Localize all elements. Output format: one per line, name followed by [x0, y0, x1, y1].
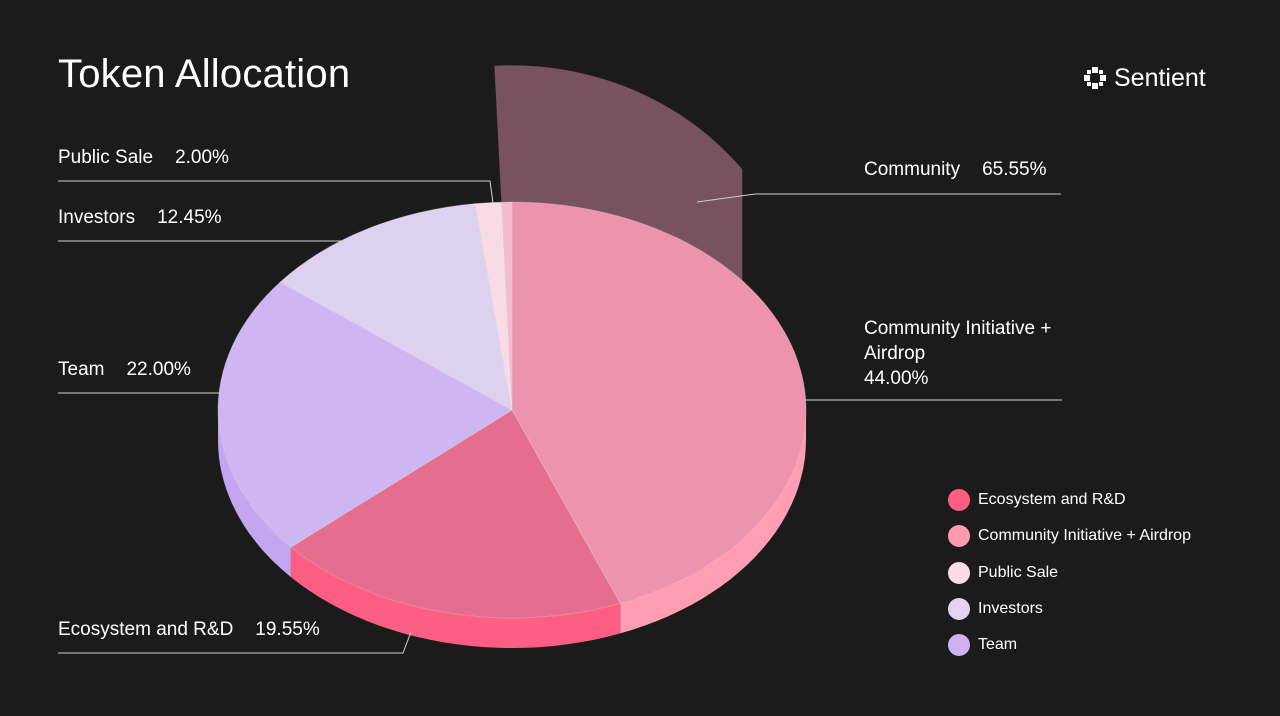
slice-side-ecosystem-and-r-d [290, 547, 621, 648]
legend-swatch [948, 598, 970, 621]
label-investors-name: Investors [58, 207, 136, 228]
label-community-value: 65.55% [982, 159, 1047, 180]
slice-community-initiative-airdrop [511, 201, 807, 604]
brand-logo: Sentient [1084, 62, 1206, 94]
community-highlight-wedge [494, 65, 743, 410]
legend-swatch [948, 489, 970, 512]
label-community-initiative-name: Community Initiative + Airdrop [864, 318, 1052, 364]
pie-slices [217, 201, 807, 619]
legend-item: Ecosystem and R&D [948, 482, 1191, 518]
sentient-logo-icon [1084, 67, 1106, 89]
legend-swatch [948, 634, 970, 657]
leader-line-public-sale [58, 180, 494, 204]
legend-item: Investors [948, 591, 1191, 627]
legend-item: Team [948, 627, 1191, 663]
label-public-sale-name: Public Sale [58, 147, 154, 168]
legend-label: Investors [978, 600, 1043, 618]
legend-label: Team [978, 636, 1018, 654]
label-ecosystem-name: Ecosystem and R&D [58, 619, 234, 640]
label-community-initiative-value: 44.00% [864, 368, 929, 389]
legend-item: Community Initiative + Airdrop [948, 518, 1191, 554]
pie-sides [218, 406, 806, 648]
pie-highlight [494, 65, 743, 410]
leader-line-ecosystem [58, 631, 412, 654]
label-public-sale: Public Sale 2.00% [58, 145, 229, 170]
label-community-initiative: Community Initiative + Airdrop 44.00% [864, 316, 1054, 391]
chart-title: Token Allocation [58, 52, 351, 96]
label-team: Team 22.00% [58, 357, 191, 382]
label-ecosystem: Ecosystem and R&D 19.55% [58, 617, 320, 642]
legend: Ecosystem and R&D Community Initiative +… [948, 482, 1191, 663]
slice-team [217, 281, 513, 548]
label-team-name: Team [58, 359, 105, 380]
label-team-value: 22.00% [126, 359, 191, 380]
label-public-sale-value: 2.00% [175, 147, 229, 168]
legend-label: Community Initiative + Airdrop [978, 527, 1191, 545]
slice-side-team [218, 406, 291, 578]
label-investors-value: 12.45% [157, 207, 222, 228]
slice-side-community-initiative-airdrop [620, 409, 806, 634]
slice-ecosystem-and-r-d [290, 409, 621, 619]
legend-swatch [948, 525, 970, 548]
legend-swatch [948, 561, 970, 584]
slice-investors [279, 203, 513, 411]
legend-item: Public Sale [948, 555, 1191, 591]
label-community: Community 65.55% [864, 157, 1047, 182]
leader-lines [58, 180, 1062, 654]
label-ecosystem-value: 19.55% [255, 619, 320, 640]
legend-label: Public Sale [978, 563, 1059, 581]
label-community-name: Community [864, 159, 961, 180]
legend-label: Ecosystem and R&D [978, 491, 1126, 509]
label-investors: Investors 12.45% [58, 205, 222, 230]
slice-public-sale [474, 201, 513, 411]
leader-line-community [696, 193, 1061, 203]
brand-name: Sentient [1114, 63, 1206, 92]
